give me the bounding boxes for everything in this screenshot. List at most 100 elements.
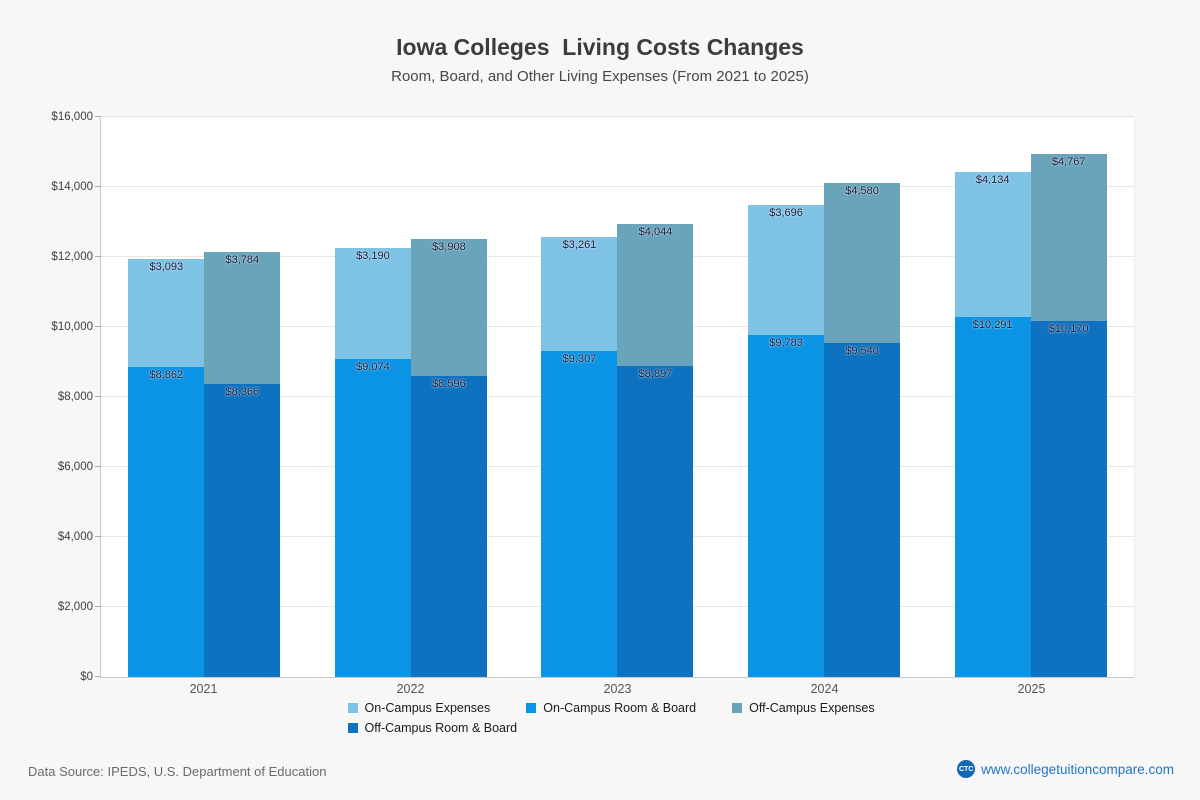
on-campus-bar-2024: $3,696 $9,783 [748, 205, 825, 677]
y-axis-tick [95, 536, 101, 537]
off-campus-room-board-segment[interactable]: $8,897 [617, 365, 694, 677]
x-axis-label-2023: 2023 [603, 682, 632, 696]
on-campus-room-board-segment[interactable]: $8,862 [128, 366, 205, 677]
bar-group-2023: $3,261 $9,307 $4,044 $8,897 [541, 118, 694, 677]
x-axis-label-2022: 2022 [396, 682, 425, 696]
bar-value-label: $3,093 [149, 260, 184, 273]
legend-item-off-campus-room-board[interactable]: Off-Campus Room & Board [347, 721, 518, 735]
legend-label: On-Campus Room & Board [543, 701, 697, 715]
legend-swatch-icon [732, 703, 743, 713]
x-axis-label-2021: 2021 [189, 682, 218, 696]
chart-title: Iowa Colleges Living Costs Changes [396, 34, 804, 60]
y-axis-tick [95, 676, 101, 677]
legend-label: On-Campus Expenses [364, 701, 491, 715]
bar-value-label: $4,580 [845, 184, 879, 197]
on-campus-bar-2023: $3,261 $9,307 [541, 237, 618, 677]
bar-value-label: $10,291 [972, 318, 1013, 331]
on-campus-bar-2022: $3,190 $9,074 [334, 247, 411, 677]
ctc-logo-icon: CTC [957, 760, 976, 778]
site-link[interactable]: CTC www.collegetuitioncompare.com [957, 760, 1174, 778]
y-axis-label: $16,000 [51, 111, 93, 123]
y-axis-tick [95, 116, 101, 117]
on-campus-bar-2025: $4,134 $10,291 [954, 172, 1031, 677]
on-campus-room-board-segment[interactable]: $10,291 [954, 316, 1031, 677]
data-source-text: Data Source: IPEDS, U.S. Department of E… [28, 764, 327, 779]
chart-subtitle: Room, Board, and Other Living Expenses (… [391, 68, 809, 85]
y-axis-label: $4,000 [57, 531, 93, 543]
y-axis-label: $8,000 [57, 391, 93, 403]
gridline [101, 116, 1134, 117]
on-campus-expenses-segment[interactable]: $3,261 [541, 237, 618, 352]
bar-value-label: $3,784 [225, 253, 260, 266]
on-campus-expenses-segment[interactable]: $4,134 [954, 172, 1031, 317]
bar-value-label: $9,074 [356, 361, 390, 374]
bar-value-label: $9,307 [562, 353, 597, 366]
gridline [101, 186, 1134, 187]
off-campus-room-board-segment[interactable]: $8,366 [204, 384, 281, 677]
off-campus-room-board-segment[interactable]: $10,170 [1030, 321, 1107, 677]
bar-value-label: $3,190 [356, 249, 390, 262]
off-campus-expenses-segment[interactable]: $4,580 [824, 182, 901, 344]
legend-item-on-campus-room-board[interactable]: On-Campus Room & Board [526, 701, 696, 715]
bar-value-label: $9,783 [769, 336, 803, 349]
y-axis-label: $10,000 [51, 321, 93, 333]
site-url: www.collegetuitioncompare.com [981, 761, 1174, 777]
on-campus-expenses-segment[interactable]: $3,696 [748, 205, 825, 335]
off-campus-expenses-segment[interactable]: $4,044 [617, 224, 694, 366]
bar-group-2024: $3,696 $9,783 $4,580 $9,540 [748, 118, 901, 677]
bar-value-label: $4,134 [975, 174, 1010, 187]
legend-label: Off-Campus Expenses [749, 701, 875, 715]
off-campus-bar-2021: $3,784 $8,366 [204, 251, 281, 677]
legend-label: Off-Campus Room & Board [364, 721, 518, 735]
on-campus-expenses-segment[interactable]: $3,190 [334, 247, 411, 360]
bars-container: $3,093 $8,862 $3,784 $8,366 $3,190 $9,074 $3,9… [101, 118, 1134, 677]
on-campus-room-board-segment[interactable]: $9,783 [748, 334, 825, 677]
bar-value-label: $4,044 [638, 226, 673, 239]
bar-group-2021: $3,093 $8,862 $3,784 $8,366 [128, 118, 281, 677]
off-campus-expenses-segment[interactable]: $3,908 [410, 239, 487, 377]
y-axis-label: $6,000 [57, 461, 93, 473]
bar-value-label: $3,696 [769, 207, 803, 220]
off-campus-bar-2023: $4,044 $8,897 [617, 224, 694, 677]
bar-value-label: $8,596 [432, 378, 466, 391]
on-campus-expenses-segment[interactable]: $3,093 [128, 258, 205, 367]
plot-area: $0 $2,000 $4,000 $6,000 $8,000 $10,000 $12,000… [51, 111, 1135, 683]
off-campus-expenses-segment[interactable]: $4,767 [1030, 154, 1107, 322]
x-axis: 2021 2022 2023 2024 2025 [100, 682, 1135, 696]
legend-row: On-Campus Expenses On-Campus Room & Board… [347, 701, 875, 715]
y-axis-label: $14,000 [51, 181, 93, 193]
legend-item-on-campus-expenses[interactable]: On-Campus Expenses [347, 701, 491, 715]
x-axis-label-2025: 2025 [1017, 682, 1046, 696]
legend-row: Off-Campus Room & Board [347, 721, 853, 735]
bar-value-label: $8,862 [149, 368, 184, 381]
bar-group-2022: $3,190 $9,074 $3,908 $8,596 [334, 118, 487, 677]
on-campus-bar-2021: $3,093 $8,862 [128, 258, 205, 677]
y-axis-label: $12,000 [51, 251, 93, 263]
bar-value-label: $9,540 [845, 345, 879, 358]
bar-group-2025: $4,134 $10,291 $4,767 $10,170 [954, 118, 1107, 677]
bar-value-label: $10,170 [1048, 323, 1089, 336]
y-axis-tick [95, 396, 101, 397]
bar-value-label: $4,767 [1051, 156, 1086, 169]
legend: On-Campus Expenses On-Campus Room & Board… [0, 701, 1200, 741]
off-campus-room-board-segment[interactable]: $8,596 [410, 376, 487, 677]
y-axis-label: $0 [80, 671, 93, 683]
off-campus-room-board-segment[interactable]: $9,540 [824, 343, 901, 677]
y-axis-tick [95, 256, 101, 257]
y-axis-tick [95, 606, 101, 607]
bar-value-label: $8,897 [638, 367, 673, 380]
legend-swatch-icon [347, 723, 358, 733]
legend-item-off-campus-expenses[interactable]: Off-Campus Expenses [732, 701, 875, 715]
y-axis-tick [95, 186, 101, 187]
off-campus-expenses-segment[interactable]: $3,784 [204, 251, 281, 385]
y-axis-tick [95, 326, 101, 327]
bar-value-label: $3,261 [562, 239, 597, 252]
on-campus-room-board-segment[interactable]: $9,074 [334, 359, 411, 677]
legend-swatch-icon [526, 703, 537, 713]
off-campus-bar-2022: $3,908 $8,596 [410, 239, 487, 677]
bar-value-label: $8,366 [225, 386, 260, 399]
x-axis-label-2024: 2024 [810, 682, 839, 696]
on-campus-room-board-segment[interactable]: $9,307 [541, 351, 618, 677]
off-campus-bar-2025: $4,767 $10,170 [1030, 154, 1107, 677]
off-campus-bar-2024: $4,580 $9,540 [824, 182, 901, 677]
